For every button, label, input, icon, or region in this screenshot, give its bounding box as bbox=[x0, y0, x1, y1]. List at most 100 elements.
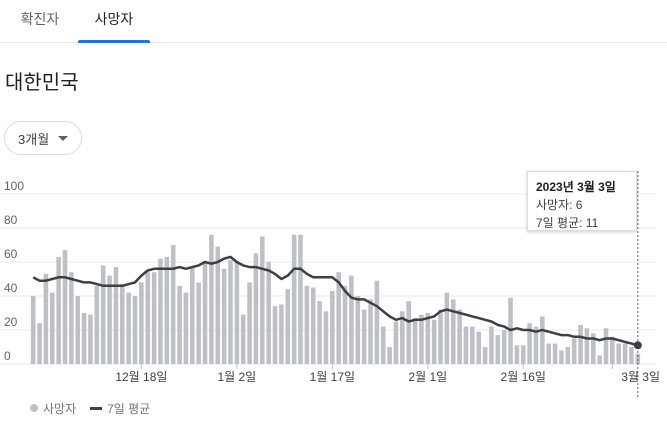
bar[interactable] bbox=[304, 285, 310, 364]
bar[interactable] bbox=[43, 273, 49, 364]
bar[interactable] bbox=[438, 309, 443, 364]
bar[interactable] bbox=[489, 326, 494, 364]
bar[interactable] bbox=[610, 336, 615, 364]
bar[interactable] bbox=[62, 250, 68, 364]
bar[interactable] bbox=[75, 296, 81, 364]
bar[interactable] bbox=[132, 296, 138, 364]
bar[interactable] bbox=[476, 331, 481, 364]
bar[interactable] bbox=[552, 343, 558, 364]
bar[interactable] bbox=[81, 313, 87, 364]
bar[interactable] bbox=[247, 282, 252, 364]
bar[interactable] bbox=[444, 292, 450, 364]
bar[interactable] bbox=[310, 287, 316, 365]
bar[interactable] bbox=[393, 321, 399, 365]
bar[interactable] bbox=[298, 234, 303, 364]
bar[interactable] bbox=[559, 350, 564, 364]
bar[interactable] bbox=[565, 347, 571, 364]
bar[interactable] bbox=[151, 272, 157, 364]
bar[interactable] bbox=[253, 253, 259, 365]
bar[interactable] bbox=[501, 330, 507, 364]
bar[interactable] bbox=[520, 345, 526, 364]
bar[interactable] bbox=[260, 236, 265, 365]
bar[interactable] bbox=[139, 282, 144, 364]
bar[interactable] bbox=[616, 343, 622, 364]
bar[interactable] bbox=[387, 347, 392, 364]
bar[interactable] bbox=[196, 282, 201, 364]
bar[interactable] bbox=[113, 267, 119, 364]
bar[interactable] bbox=[635, 353, 641, 364]
bar[interactable] bbox=[272, 306, 278, 364]
bar[interactable] bbox=[215, 246, 221, 364]
bar[interactable] bbox=[190, 267, 195, 364]
bar[interactable] bbox=[49, 292, 55, 364]
bar[interactable] bbox=[431, 319, 437, 364]
bar[interactable] bbox=[597, 355, 602, 365]
bar[interactable] bbox=[285, 289, 291, 364]
bar[interactable] bbox=[37, 323, 42, 364]
bar[interactable] bbox=[119, 284, 125, 364]
bar[interactable] bbox=[56, 256, 61, 364]
bar[interactable] bbox=[336, 272, 341, 364]
bar[interactable] bbox=[323, 311, 329, 364]
bar[interactable] bbox=[368, 299, 373, 364]
bar[interactable] bbox=[546, 343, 552, 364]
bar[interactable] bbox=[470, 326, 475, 364]
bar[interactable] bbox=[30, 296, 36, 364]
bar[interactable] bbox=[266, 262, 271, 364]
bar[interactable] bbox=[495, 335, 501, 364]
bar[interactable] bbox=[571, 338, 577, 365]
bar[interactable] bbox=[463, 326, 469, 364]
bar[interactable] bbox=[240, 314, 246, 364]
bar[interactable] bbox=[170, 245, 176, 364]
bar[interactable] bbox=[482, 347, 488, 364]
bar[interactable] bbox=[629, 347, 634, 364]
bar[interactable] bbox=[88, 314, 93, 364]
bar[interactable] bbox=[69, 272, 74, 364]
bar[interactable] bbox=[94, 285, 100, 364]
bar[interactable] bbox=[425, 313, 431, 364]
bar[interactable] bbox=[317, 301, 322, 364]
bar[interactable] bbox=[355, 296, 361, 364]
bar[interactable] bbox=[158, 258, 163, 364]
bar[interactable] bbox=[533, 326, 539, 364]
bar[interactable] bbox=[349, 275, 354, 364]
bar[interactable] bbox=[578, 324, 583, 364]
bar[interactable] bbox=[183, 292, 189, 364]
bar[interactable] bbox=[177, 285, 182, 364]
bar[interactable] bbox=[221, 268, 227, 364]
bar[interactable] bbox=[380, 326, 386, 364]
bar[interactable] bbox=[622, 343, 628, 364]
bar[interactable] bbox=[361, 309, 367, 364]
range-dropdown-value: 3개월 bbox=[18, 131, 50, 147]
bar[interactable] bbox=[457, 309, 462, 364]
bar[interactable] bbox=[450, 299, 456, 364]
bar[interactable] bbox=[330, 290, 335, 364]
bar[interactable] bbox=[234, 262, 240, 364]
bar[interactable] bbox=[603, 328, 609, 364]
bar[interactable] bbox=[291, 234, 297, 364]
bar[interactable] bbox=[145, 272, 151, 364]
bar[interactable] bbox=[584, 328, 590, 364]
bar[interactable] bbox=[279, 304, 284, 365]
bar[interactable] bbox=[412, 318, 418, 364]
bar[interactable] bbox=[209, 234, 214, 364]
tab-deaths[interactable]: 사망자 bbox=[78, 0, 150, 43]
bar[interactable] bbox=[164, 256, 170, 364]
bar[interactable] bbox=[527, 323, 532, 364]
tab-cases[interactable]: 확진자 bbox=[20, 11, 60, 27]
bar[interactable] bbox=[406, 301, 411, 364]
bar[interactable] bbox=[590, 333, 596, 364]
bar[interactable] bbox=[400, 311, 405, 364]
bar[interactable] bbox=[100, 265, 106, 364]
range-dropdown[interactable]: 3개월 bbox=[4, 121, 82, 155]
bar[interactable] bbox=[514, 345, 520, 364]
bar[interactable] bbox=[107, 275, 112, 364]
bar[interactable] bbox=[126, 292, 131, 364]
bar[interactable] bbox=[228, 260, 233, 364]
bar[interactable] bbox=[374, 280, 380, 364]
bar[interactable] bbox=[540, 316, 545, 364]
bar[interactable] bbox=[342, 285, 348, 364]
bar[interactable] bbox=[202, 262, 208, 364]
bar[interactable] bbox=[419, 314, 424, 364]
